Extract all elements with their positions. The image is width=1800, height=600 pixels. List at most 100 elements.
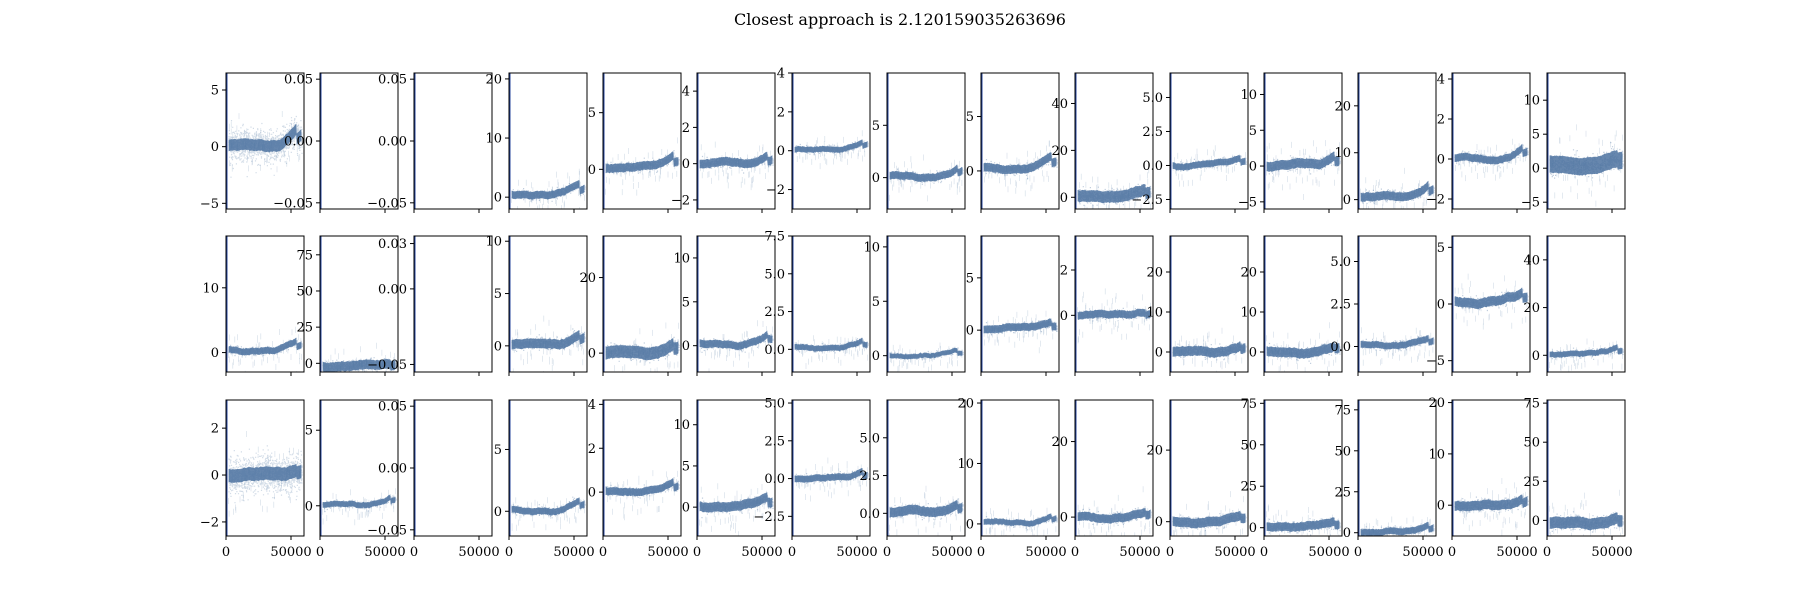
outlier-points: [699, 320, 773, 372]
y-tick-label: −0.05: [273, 196, 313, 211]
y-tick-label: 0: [1343, 193, 1351, 208]
subplot-1-3: 0.05 0.00 −0.05: [367, 72, 493, 213]
x-tick-label: 50000: [836, 545, 877, 560]
x-tick-label: 0: [599, 545, 607, 560]
subplot-3-15: 75 50 25 0 0 50000: [1523, 397, 1632, 560]
axes-frame: [508, 235, 588, 373]
density-band: [1454, 143, 1528, 165]
density-band: [1077, 308, 1151, 320]
y-tick-label: 10: [1240, 306, 1257, 321]
y-tick-label: 2: [777, 105, 785, 120]
chart-title: Closest approach is 2.120159035263696: [734, 10, 1066, 29]
y-tick-label: 0: [777, 144, 785, 159]
y-tick-label: 5.0: [859, 431, 880, 446]
y-tick-label: 10: [1240, 88, 1257, 103]
y-tick-label: −2: [200, 515, 219, 530]
axes-frame: [1357, 72, 1437, 210]
y-tick-label: 0: [1060, 191, 1068, 206]
density-band: [1360, 334, 1434, 350]
axes-frame: [1074, 72, 1154, 210]
subplot-2-11: 20 10 0: [1146, 235, 1249, 376]
outlier-points: [1362, 516, 1434, 536]
y-tick-label: 50: [1334, 444, 1351, 459]
y-tick-label: −2: [1426, 193, 1445, 208]
x-tick-label: 50000: [1214, 545, 1255, 560]
subplot-data: [887, 236, 964, 372]
y-tick-label: 20: [1428, 396, 1445, 411]
density-band: [228, 123, 302, 153]
subplot-3-5: 4 2 0 0 50000: [588, 398, 689, 560]
x-tick-label: 50000: [1119, 545, 1160, 560]
y-tick-label: 20: [1051, 144, 1068, 159]
y-tick-label: 75: [1523, 397, 1540, 412]
subplot-1-15: 10 5 0 −5: [1521, 72, 1626, 213]
subplot-data: [697, 73, 774, 209]
y-tick-label: 0: [305, 357, 313, 372]
y-tick-label: 0: [494, 505, 502, 520]
y-tick-label: 0: [588, 486, 596, 501]
density-band: [1077, 508, 1151, 524]
subplot-data: [1264, 236, 1341, 372]
subplot-1-9: 50: [966, 72, 1060, 213]
y-tick-label: 0: [1155, 346, 1163, 361]
subplot-3-3: 0.050.00−0.050 50000: [367, 399, 500, 560]
y-tick-label: 20: [1523, 301, 1540, 316]
subplot-1-2: 0.05 0.00 −0.05: [273, 72, 399, 213]
y-tick-label: 40: [1523, 253, 1540, 268]
y-tick-label: 0: [1249, 346, 1257, 361]
y-tick-label: −2: [766, 183, 785, 198]
subplot-data: [981, 73, 1058, 209]
y-tick-label: 50: [296, 284, 313, 299]
outlier-points: [889, 154, 963, 202]
axes-frame: [1263, 235, 1343, 373]
y-tick-label: 5: [1532, 128, 1540, 143]
y-tick-label: 5: [211, 84, 219, 99]
y-tick-label: −0.05: [367, 358, 407, 373]
y-tick-label: 10: [485, 132, 502, 147]
subplot-1-14: 4 2 0 −2: [1426, 72, 1531, 213]
y-tick-label: 25: [1240, 480, 1257, 495]
y-tick-label: 4: [682, 85, 690, 100]
y-tick-label: 4: [777, 67, 785, 82]
subplot-1-12: 10 5 0 −5: [1238, 72, 1343, 213]
density-band: [889, 164, 963, 183]
y-tick-label: 20: [579, 271, 596, 286]
y-tick-label: 0: [494, 339, 502, 354]
outlier-points: [605, 137, 678, 196]
y-tick-label: 10: [202, 281, 219, 296]
subplot-data: [1075, 236, 1152, 372]
subplot-data: [320, 236, 397, 372]
subplot-data: [887, 400, 964, 536]
y-tick-label: 5.0: [1330, 255, 1351, 270]
density-band: [1172, 341, 1246, 358]
x-tick-label: 0: [1166, 545, 1174, 560]
subplot-data: [1358, 400, 1435, 536]
y-tick-label: 5: [494, 443, 502, 458]
y-tick-label: 0: [1532, 514, 1540, 529]
y-tick-label: 0.00: [378, 462, 407, 477]
density-band: [794, 337, 868, 352]
y-tick-label: −2.5: [1131, 193, 1163, 208]
y-tick-label: 0.05: [378, 400, 407, 415]
x-tick-label: 0: [693, 545, 701, 560]
outlier-points: [1174, 327, 1244, 372]
axes-frame: [696, 235, 776, 373]
axes-frame: [886, 72, 966, 210]
y-tick-label: 4: [588, 398, 596, 413]
outlier-points: [512, 315, 584, 372]
density-band: [1077, 184, 1151, 204]
y-tick-label: 5: [966, 271, 974, 286]
subplot-data: [981, 236, 1058, 372]
x-tick-label: 50000: [1025, 545, 1066, 560]
x-tick-label: 0: [1071, 545, 1079, 560]
x-tick-label: 50000: [270, 545, 311, 560]
axes-frame: [319, 235, 399, 373]
axes-frame: [602, 235, 682, 373]
density-band: [605, 478, 679, 497]
axes-frame: [980, 235, 1060, 373]
y-tick-label: 2.5: [764, 305, 785, 320]
y-tick-label: 0: [588, 347, 596, 362]
